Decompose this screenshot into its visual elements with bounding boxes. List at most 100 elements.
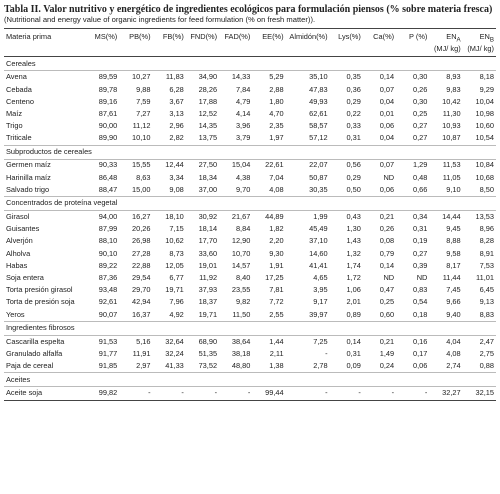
cell: 4,65 bbox=[313, 272, 328, 282]
cell: 0,66 bbox=[413, 184, 428, 194]
cell: 2,78 bbox=[313, 361, 328, 371]
cell: 94,00 bbox=[98, 212, 118, 221]
cell: 12,52 bbox=[198, 108, 218, 118]
cell: 41,41 bbox=[309, 260, 328, 270]
section-row: Concentrados de proteína vegetal bbox=[4, 196, 496, 212]
cell: 8,91 bbox=[479, 248, 494, 258]
row-label: Avena bbox=[6, 72, 27, 82]
cell: 89,78 bbox=[98, 84, 118, 94]
cell: 12,44 bbox=[165, 160, 184, 170]
cell: 3,79 bbox=[235, 133, 251, 143]
cell: 11,01 bbox=[476, 272, 494, 282]
cell: 0,21 bbox=[379, 212, 395, 221]
cell: 0,79 bbox=[379, 248, 395, 258]
cell: 99,82 bbox=[98, 388, 118, 398]
cell: - bbox=[325, 388, 328, 398]
cell: 0,06 bbox=[379, 121, 395, 131]
cell: 2,11 bbox=[269, 348, 284, 358]
cell: 3,95 bbox=[313, 285, 328, 295]
cell: 9,08 bbox=[169, 184, 184, 194]
cell: 0,50 bbox=[346, 184, 361, 194]
cell: 8,50 bbox=[479, 184, 494, 194]
cell: 89,22 bbox=[98, 260, 118, 270]
cell: 15,04 bbox=[231, 160, 251, 170]
cell: 22,61 bbox=[265, 160, 284, 170]
cell: 0,17 bbox=[413, 348, 428, 358]
data-row: Salvado trigo 88,47 15,00 9,08 37,00 9,70 4,08… bbox=[4, 184, 496, 197]
cell: 21,67 bbox=[231, 212, 251, 221]
row-label: Girasol bbox=[6, 212, 30, 221]
cell: 7,45 bbox=[446, 285, 461, 295]
cell: 12,90 bbox=[231, 236, 251, 246]
cell: 9,66 bbox=[446, 297, 461, 307]
cell: 1,44 bbox=[269, 336, 284, 346]
cell: 88,47 bbox=[98, 184, 118, 194]
row-label: Habas bbox=[6, 260, 28, 270]
cell: 1,72 bbox=[346, 272, 361, 282]
section-title: Subproductos de cereales bbox=[4, 145, 496, 160]
header-cell: ENB (MJ/ kg) bbox=[463, 29, 496, 57]
cell: 0,34 bbox=[413, 212, 428, 221]
cell: 87,36 bbox=[98, 272, 118, 282]
header-cell: Materia prima bbox=[6, 32, 52, 41]
cell: 44,89 bbox=[265, 212, 284, 221]
cell: 7,27 bbox=[136, 108, 151, 118]
data-row: Alverjón 88,10 26,98 10,62 17,70 12,90 2,20 37,… bbox=[4, 236, 496, 248]
cell: 9,40 bbox=[446, 309, 461, 319]
table-title: Tabla II. Valor nutritivo y energético d… bbox=[4, 4, 493, 15]
cell: 89,90 bbox=[98, 133, 118, 143]
header-row: Materia prima MS(%) PB(%) FB(%) FND(%) FAD(%)… bbox=[4, 28, 496, 57]
section-title: Aceites bbox=[4, 372, 496, 388]
header-cell: PB(%) bbox=[129, 32, 151, 41]
cell: 14,35 bbox=[198, 121, 218, 131]
cell: 0,83 bbox=[413, 285, 428, 295]
cell: 0,08 bbox=[379, 236, 395, 246]
cell: 0,06 bbox=[413, 361, 428, 371]
header-cell: EE(%) bbox=[262, 32, 284, 41]
cell: 2,82 bbox=[169, 133, 184, 143]
cell: 0,19 bbox=[413, 236, 428, 246]
cell: - bbox=[358, 388, 361, 398]
cell: 0,36 bbox=[346, 84, 361, 94]
cell: 0,24 bbox=[379, 361, 395, 371]
cell: 0,14 bbox=[379, 260, 395, 270]
data-row: Germen maíz 90,33 15,55 12,44 27,50 15,04 22,6… bbox=[4, 159, 496, 172]
cell: 87,99 bbox=[98, 224, 118, 234]
cell: 11,30 bbox=[442, 108, 461, 118]
cell: 99,44 bbox=[265, 388, 284, 398]
cell: - bbox=[148, 388, 151, 398]
data-row: Yeros 90,07 16,37 4,92 19,71 11,50 2,55 39,97 0,… bbox=[4, 309, 496, 322]
data-row: Granulado alfalfa 91,77 11,91 32,24 51,35 38,… bbox=[4, 348, 496, 360]
row-label: Aceite soja bbox=[6, 388, 43, 398]
cell: 0,31 bbox=[346, 348, 361, 358]
cell: 51,35 bbox=[198, 348, 218, 358]
data-row: Maíz 87,61 7,27 3,13 12,52 4,14 4,70 62,61 0,22 0… bbox=[4, 108, 496, 120]
cell: 92,61 bbox=[98, 297, 118, 307]
cell: - bbox=[391, 388, 395, 398]
cell: 8,17 bbox=[446, 260, 461, 270]
cell: 7,15 bbox=[169, 224, 184, 234]
cell: 7,81 bbox=[269, 285, 284, 295]
row-label: Maíz bbox=[6, 108, 23, 118]
cell: ND bbox=[383, 172, 395, 182]
cell: 10,54 bbox=[475, 133, 495, 143]
cell: 10,42 bbox=[442, 96, 461, 106]
cell: 9,88 bbox=[136, 84, 151, 94]
cell: 6,28 bbox=[169, 84, 184, 94]
cell: 2,55 bbox=[269, 309, 284, 319]
cell: 0,07 bbox=[379, 160, 395, 170]
cell: 35,10 bbox=[309, 72, 328, 82]
cell: 27,28 bbox=[132, 248, 151, 258]
header-cell: MS(%) bbox=[94, 32, 118, 41]
document: Tabla II. Valor nutritivo y energético d… bbox=[4, 4, 496, 401]
table-body: Cereales Avena 89,59 10,27 11,83 34,90 14,33 5,… bbox=[4, 56, 496, 401]
cell: 9,17 bbox=[313, 297, 328, 307]
row-label: Centeno bbox=[6, 96, 34, 106]
section-row: Subproductos de cereales bbox=[4, 145, 496, 160]
cell: 2,74 bbox=[446, 361, 461, 371]
data-row: Girasol 94,00 16,27 18,10 30,92 21,67 44,89 1,9… bbox=[4, 211, 496, 224]
cell: 89,16 bbox=[98, 96, 118, 106]
cell: 0,27 bbox=[413, 248, 428, 258]
cell: 34,90 bbox=[198, 72, 218, 82]
cell: 10,87 bbox=[442, 133, 461, 143]
